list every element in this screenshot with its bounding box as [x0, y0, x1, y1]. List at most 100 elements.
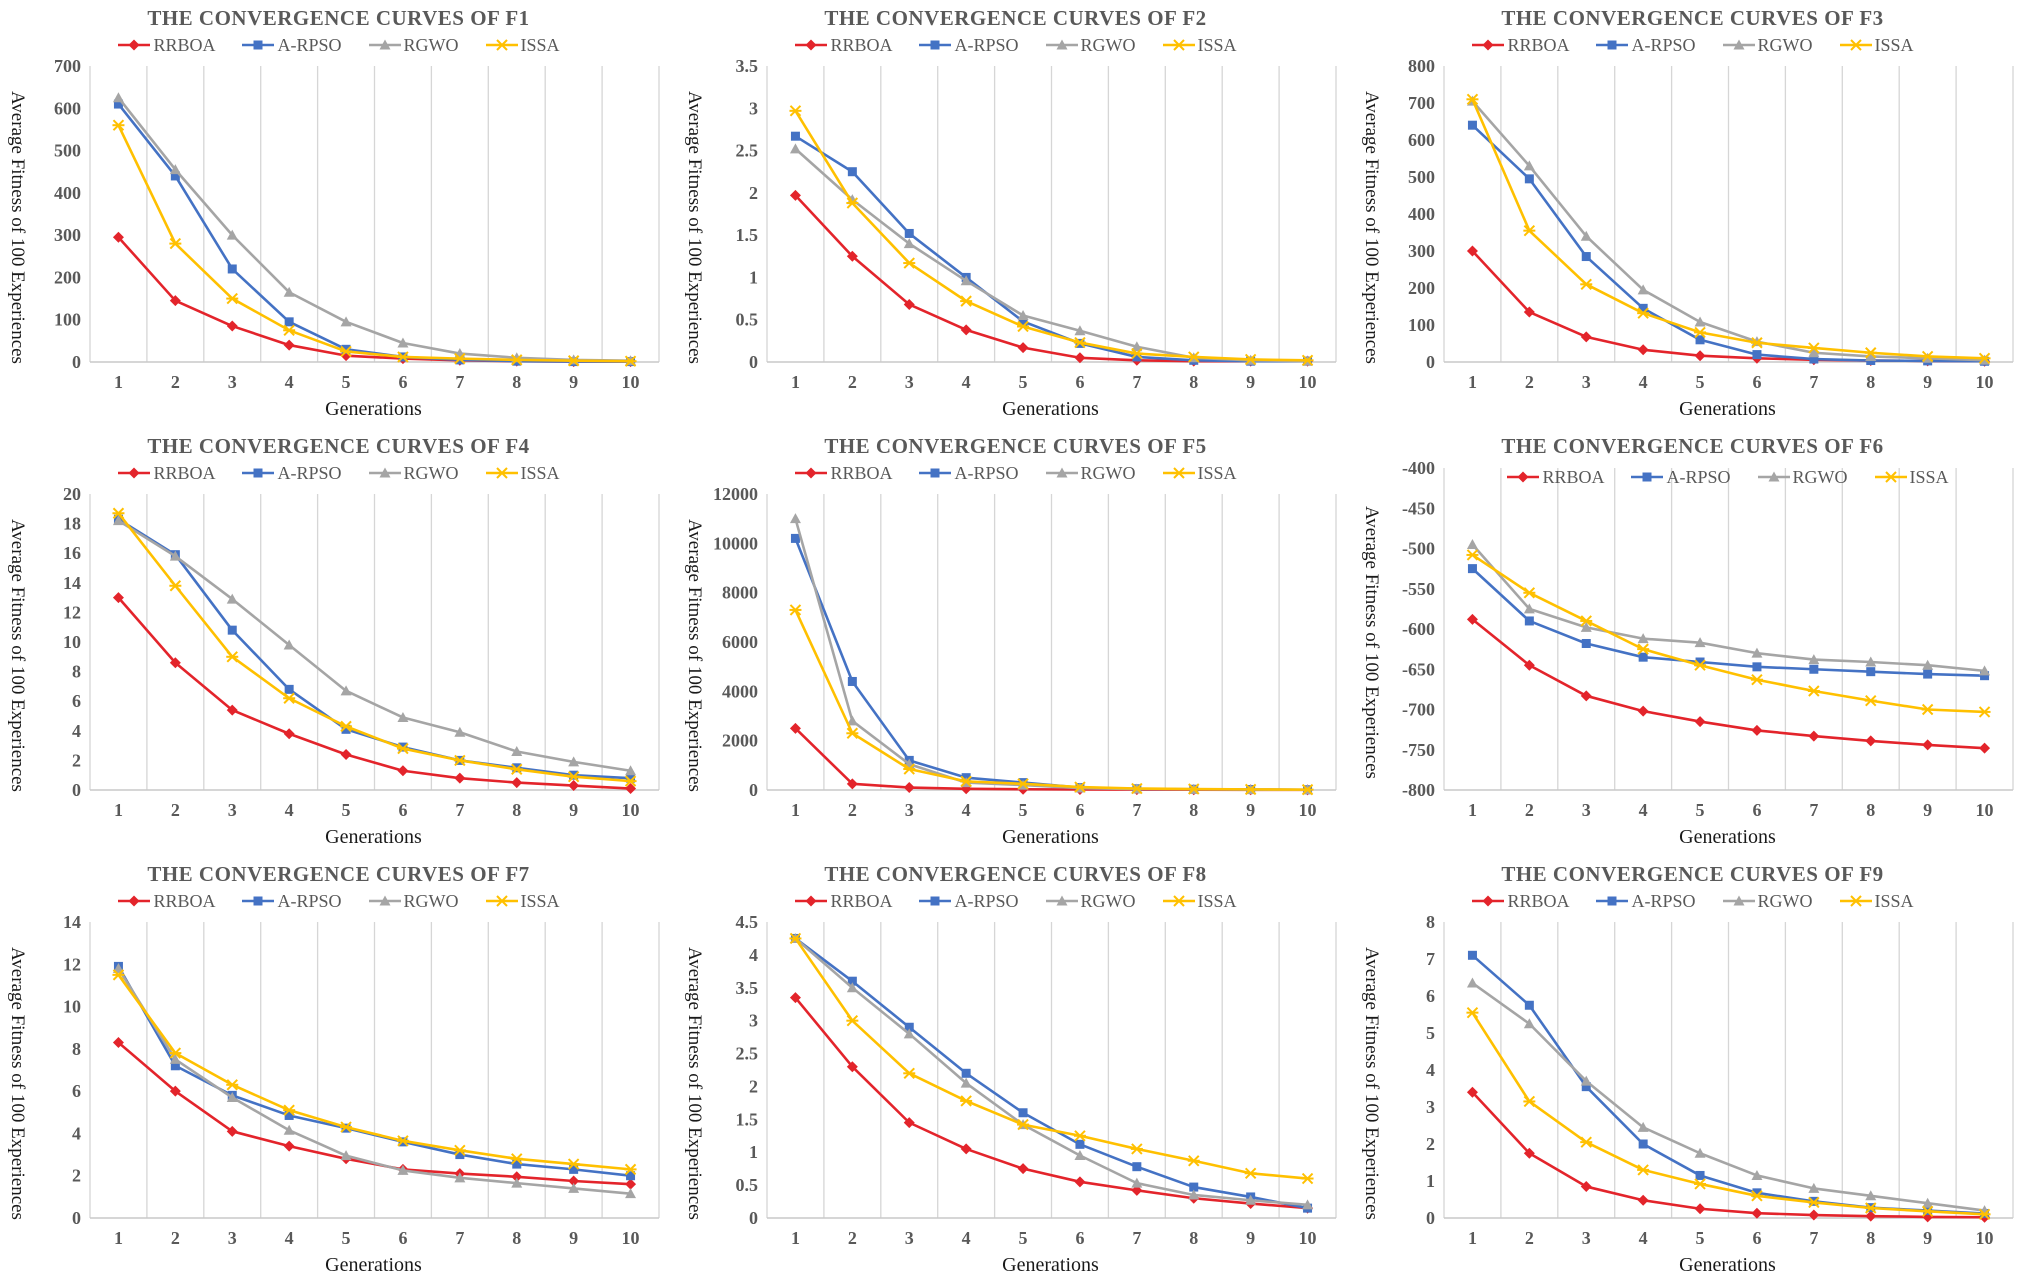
y-axis-label: Average Fitness of 100 Experiences — [1361, 505, 1382, 779]
x-tick-label: 10 — [622, 372, 640, 392]
x-tick-label: 9 — [1923, 800, 1932, 820]
triangle-marker-icon — [511, 746, 523, 757]
y-tick-label: 1 — [749, 267, 758, 287]
x-tick-label: 3 — [228, 372, 237, 392]
star-marker-icon — [340, 345, 353, 358]
legend-item-rrboa: RRBOA — [794, 35, 892, 56]
y-tick-label: 0 — [72, 352, 81, 372]
x-tick-label: 2 — [848, 1228, 857, 1248]
gridlines — [89, 922, 660, 1218]
y-tick-label: 0 — [72, 1208, 81, 1228]
legend-label: A-RPSO — [277, 34, 342, 55]
x-tick-label: 2 — [1525, 372, 1534, 392]
series-issa — [1466, 549, 1991, 718]
square-marker-icon — [930, 468, 940, 478]
star-marker-icon — [510, 1153, 523, 1165]
diamond-marker-icon — [1694, 716, 1706, 728]
diamond-marker-icon — [789, 189, 801, 201]
y-tick-label: 2 — [1426, 1134, 1435, 1154]
legend-label: ISSA — [520, 462, 560, 483]
triangle-marker-icon — [1056, 39, 1068, 50]
legend-label: RGWO — [403, 462, 459, 483]
diamond-marker-icon — [1074, 1176, 1086, 1188]
star-marker-icon — [1637, 643, 1650, 655]
star-marker-icon — [1580, 278, 1593, 291]
y-tick-label: 10000 — [713, 533, 758, 553]
x-tick-label: 4 — [1639, 372, 1648, 392]
square-marker-icon — [1638, 303, 1648, 313]
legend-item-rgwo: RGWO — [1045, 35, 1136, 56]
square-marker-icon — [1980, 671, 1990, 681]
x-tick-label: 1 — [114, 1228, 123, 1248]
x-tick-label: 9 — [1246, 1228, 1255, 1248]
triangle-marker-icon — [379, 895, 391, 906]
square-marker-icon — [1695, 1170, 1705, 1180]
series-line — [117, 124, 631, 363]
square-marker-icon — [1467, 120, 1477, 130]
chart-svg: 4.5 4 3.5 3 2.5 2 1.5 1 0.5 0 1 2 3 4 5 6 7 8 9 10 — [736, 914, 1337, 1248]
star-marker-icon — [495, 895, 508, 907]
star-marker-icon — [789, 105, 802, 117]
legend-label: ISSA — [1197, 34, 1237, 55]
x-tick-label: 6 — [1075, 372, 1084, 392]
x-axis-label: Generations — [1679, 826, 1776, 848]
x-tick-label: 2 — [1525, 800, 1534, 820]
star-marker-icon — [1244, 1167, 1257, 1179]
x-tick-label: 3 — [905, 372, 914, 392]
legend-item-rgwo: RGWO — [368, 463, 459, 484]
diamond-marker-icon — [1472, 895, 1505, 907]
triangle-marker-icon — [1733, 39, 1745, 50]
x-tick-label: 5 — [342, 800, 351, 820]
y-tick-labels: 12000 10000 8000 6000 4000 2000 0 — [713, 486, 758, 800]
x-tick-label: 1 — [791, 800, 800, 820]
legend-item-rrboa: RRBOA — [794, 891, 892, 912]
y-tick-label: 12000 — [713, 486, 758, 504]
diamond-marker-icon — [1922, 739, 1934, 751]
y-tick-label: 500 — [1408, 167, 1435, 187]
chart-svg: 800 700 600 500 400 300 200 100 0 1 2 3 4 5 6 7 8 9 10 — [1408, 58, 2014, 392]
legend-label: A-RPSO — [1631, 34, 1696, 55]
plot-area: 20 18 16 14 12 10 8 6 4 2 0 1 2 3 4 5 6 7 8 9 10 — [32, 486, 675, 824]
star-marker-icon — [1849, 39, 1862, 51]
legend-label: RGWO — [1080, 462, 1136, 483]
y-tick-label: 4 — [72, 1123, 81, 1143]
diamond-marker-icon — [1482, 39, 1494, 51]
x-tick-label: 8 — [512, 372, 521, 392]
diamond-marker-icon — [1979, 742, 1991, 754]
x-tick-label: 10 — [1299, 800, 1317, 820]
star-marker-icon — [1978, 352, 1991, 365]
plot-area: 14 12 10 8 6 4 2 0 1 2 3 4 5 6 7 8 9 10 — [32, 914, 675, 1252]
triangle-marker-icon — [511, 1177, 523, 1188]
gridlines — [1443, 922, 2014, 1218]
square-marker-icon — [1524, 616, 1534, 626]
y-tick-label: -650 — [1402, 659, 1435, 679]
square-marker-icon — [242, 40, 275, 50]
triangle-marker-icon — [789, 513, 801, 524]
x-tick-label: 7 — [1809, 800, 1818, 820]
square-marker-icon — [1638, 1139, 1648, 1149]
diamond-marker-icon — [903, 782, 915, 794]
series-line — [794, 937, 1308, 1210]
legend: RRBOA A-RPSO RGWO ISSA — [2, 32, 675, 58]
triangle-marker-icon — [1245, 1194, 1257, 1205]
triangle-marker-icon — [960, 275, 972, 286]
x-tick-label: 9 — [569, 1228, 578, 1248]
y-tick-labels: 700 600 500 400 300 200 100 0 — [54, 58, 81, 372]
plot-area: -400 -450 -500 -550 -600 -650 -700 -750 -800 1 2 3 4… — [1386, 460, 2029, 824]
y-tick-label: 400 — [1408, 204, 1435, 224]
gridlines — [766, 66, 1337, 362]
diamond-marker-icon — [1580, 1181, 1592, 1193]
y-tick-label: 4000 — [722, 681, 758, 701]
x-tick-labels: 1 2 3 4 5 6 7 8 9 10 — [114, 372, 640, 392]
square-marker-icon — [961, 1068, 971, 1078]
star-marker-icon — [1017, 778, 1030, 790]
legend-item-issa: ISSA — [1839, 891, 1914, 912]
legend-label: ISSA — [1197, 462, 1237, 483]
y-tick-label: -800 — [1402, 780, 1435, 800]
legend-item-rrboa: RRBOA — [117, 891, 215, 912]
y-tick-label: 14 — [63, 573, 81, 593]
x-tick-label: 10 — [1976, 372, 1994, 392]
square-marker-icon — [1467, 564, 1477, 574]
diamond-marker-icon — [1694, 1203, 1706, 1215]
